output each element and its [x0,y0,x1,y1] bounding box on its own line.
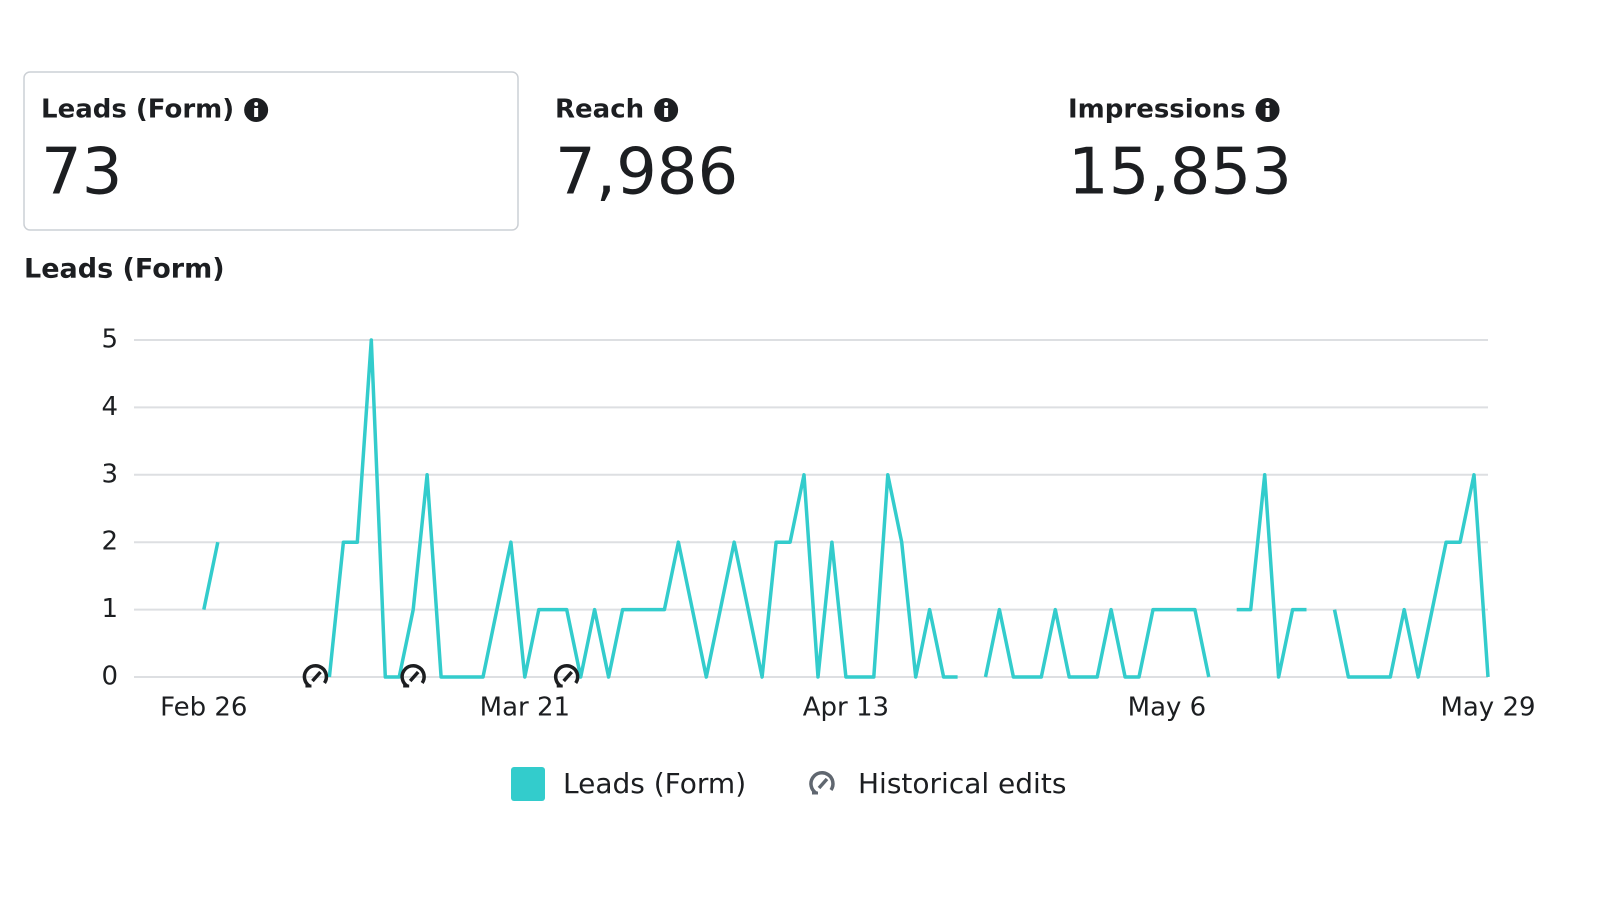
edit-arc [400,664,426,688]
metric-label: Impressions [1068,95,1246,125]
historical-edit [400,664,426,688]
x-tick-label: Mar 21 [480,693,570,723]
info-icon [1255,98,1280,122]
legend-edit-icon [809,771,835,795]
info-icon [654,98,679,122]
y-tick-label: 2 [101,527,118,557]
edit-needle [817,777,829,790]
legend-swatch [511,767,545,801]
metric-value: 15,853 [1068,136,1292,210]
metric-value: 7,986 [555,136,738,210]
y-tick-label: 0 [101,662,118,692]
y-tick-label: 3 [101,459,118,489]
info-bar [1265,108,1270,117]
legend-label: Leads (Form) [563,767,746,800]
info-dot [664,102,669,106]
y-tick-label: 5 [101,325,118,355]
edit-needle [562,670,574,683]
metric-label: Leads (Form) [41,95,234,125]
edit-needle [311,670,322,683]
metric-label: Reach [555,95,644,125]
info-dot [1265,102,1270,106]
line [202,338,1490,679]
historical-edit [302,664,329,688]
info-dot [254,102,259,106]
x-tick-label: May 29 [1440,693,1535,723]
y-tick-label: 4 [101,392,118,422]
metric-value: 73 [41,136,122,210]
info-bar [254,108,259,117]
x-tick-label: May 6 [1128,693,1207,723]
edit-needle [408,670,420,683]
historical-edit [553,664,580,688]
info-bar [664,108,669,117]
info-icon [244,98,269,122]
edit-arc [553,664,580,688]
edit-arc [302,664,329,688]
edit-arc [809,771,835,795]
x-tick-label: Apr 13 [803,693,889,723]
y-tick-label: 1 [101,594,118,624]
chart-title: Leads (Form) [24,254,225,285]
x-tick-label: Feb 26 [160,693,247,723]
legend-label: Historical edits [858,767,1066,800]
selected-card[interactable] [23,71,519,231]
